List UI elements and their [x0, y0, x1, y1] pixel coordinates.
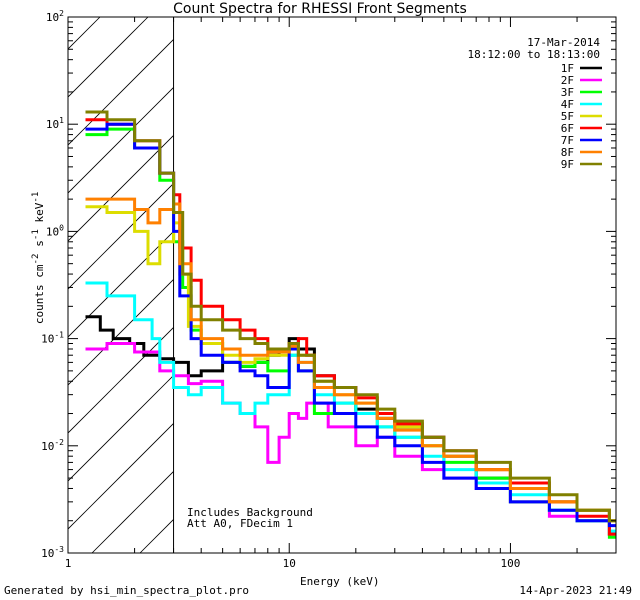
y-axis-label-exp2: -1: [30, 229, 42, 241]
series-line-7F: [85, 122, 616, 528]
hatch-line: [68, 17, 101, 50]
plot-time-range: 18:12:00 to 18:13:00: [468, 48, 600, 61]
series-line-3F: [85, 127, 616, 539]
legend-label-4F: 4F: [561, 98, 574, 111]
legend-label-3F: 3F: [561, 86, 574, 99]
y-tick-label: 10-3: [41, 545, 64, 560]
x-tick-label: 1: [65, 557, 72, 570]
chart-title: Count Spectra for RHESSI Front Segments: [173, 1, 467, 17]
legend-label-5F: 5F: [561, 110, 574, 123]
hatch-line: [68, 278, 174, 386]
x-axis-label: Energy (keV): [300, 575, 380, 588]
plot-date: 17-Mar-2014: [527, 36, 600, 49]
y-axis-label: counts cm-2 s-1 keV-1: [30, 158, 46, 358]
plot-timestamp: 14-Apr-2023 21:49: [519, 584, 632, 597]
hatch-line: [68, 182, 174, 290]
series-line-2F: [85, 342, 616, 536]
y-tick-label: 10-2: [41, 438, 64, 453]
legend-label-1F: 1F: [561, 62, 574, 75]
y-tick-label: 102: [46, 9, 64, 24]
hatch-line: [332, 17, 640, 553]
hatch-line: [68, 326, 174, 434]
hatch-line: [284, 17, 640, 553]
hatch-line: [68, 38, 174, 146]
hatch-line: [68, 422, 174, 530]
y-tick-label: 10-1: [41, 331, 64, 346]
hatch-line: [236, 17, 640, 553]
y-axis-label-mid2: keV: [32, 202, 46, 230]
series-line-6F: [85, 118, 616, 536]
y-tick-label: 100: [46, 223, 64, 238]
series-line-9F: [85, 110, 616, 523]
hatch-line: [68, 17, 149, 98]
y-axis-label-mid1: s: [32, 240, 46, 254]
hatch-line: [68, 374, 174, 482]
generated-by-text: Generated by hsi_min_spectra_plot.pro: [4, 584, 250, 597]
hatch-line: [68, 86, 174, 194]
hatch-line: [0, 17, 4, 553]
x-tick-label: 10: [283, 557, 296, 570]
hatch-line: [428, 17, 640, 553]
y-axis-label-exp1: -2: [30, 253, 42, 265]
legend-label-7F: 7F: [561, 134, 574, 147]
y-axis-label-exp3: -1: [30, 191, 42, 203]
x-tick-label: 100: [501, 557, 521, 570]
hatch-line: [68, 230, 174, 338]
hatch-line: [91, 470, 174, 553]
series-group: [85, 110, 616, 539]
y-tick-label: 101: [46, 116, 64, 131]
annotation-text: Includes Background: [187, 506, 313, 519]
series-line-4F: [85, 281, 616, 533]
plot-frame: [67, 16, 617, 554]
legend-label-9F: 9F: [561, 158, 574, 171]
legend-label-6F: 6F: [561, 122, 574, 135]
legend-label-8F: 8F: [561, 146, 574, 159]
y-axis-label-base: counts cm: [32, 264, 46, 325]
legend-label-2F: 2F: [561, 74, 574, 87]
annotation-text: Att A0, FDecim 1: [187, 517, 293, 530]
hatched-region: [0, 17, 640, 553]
